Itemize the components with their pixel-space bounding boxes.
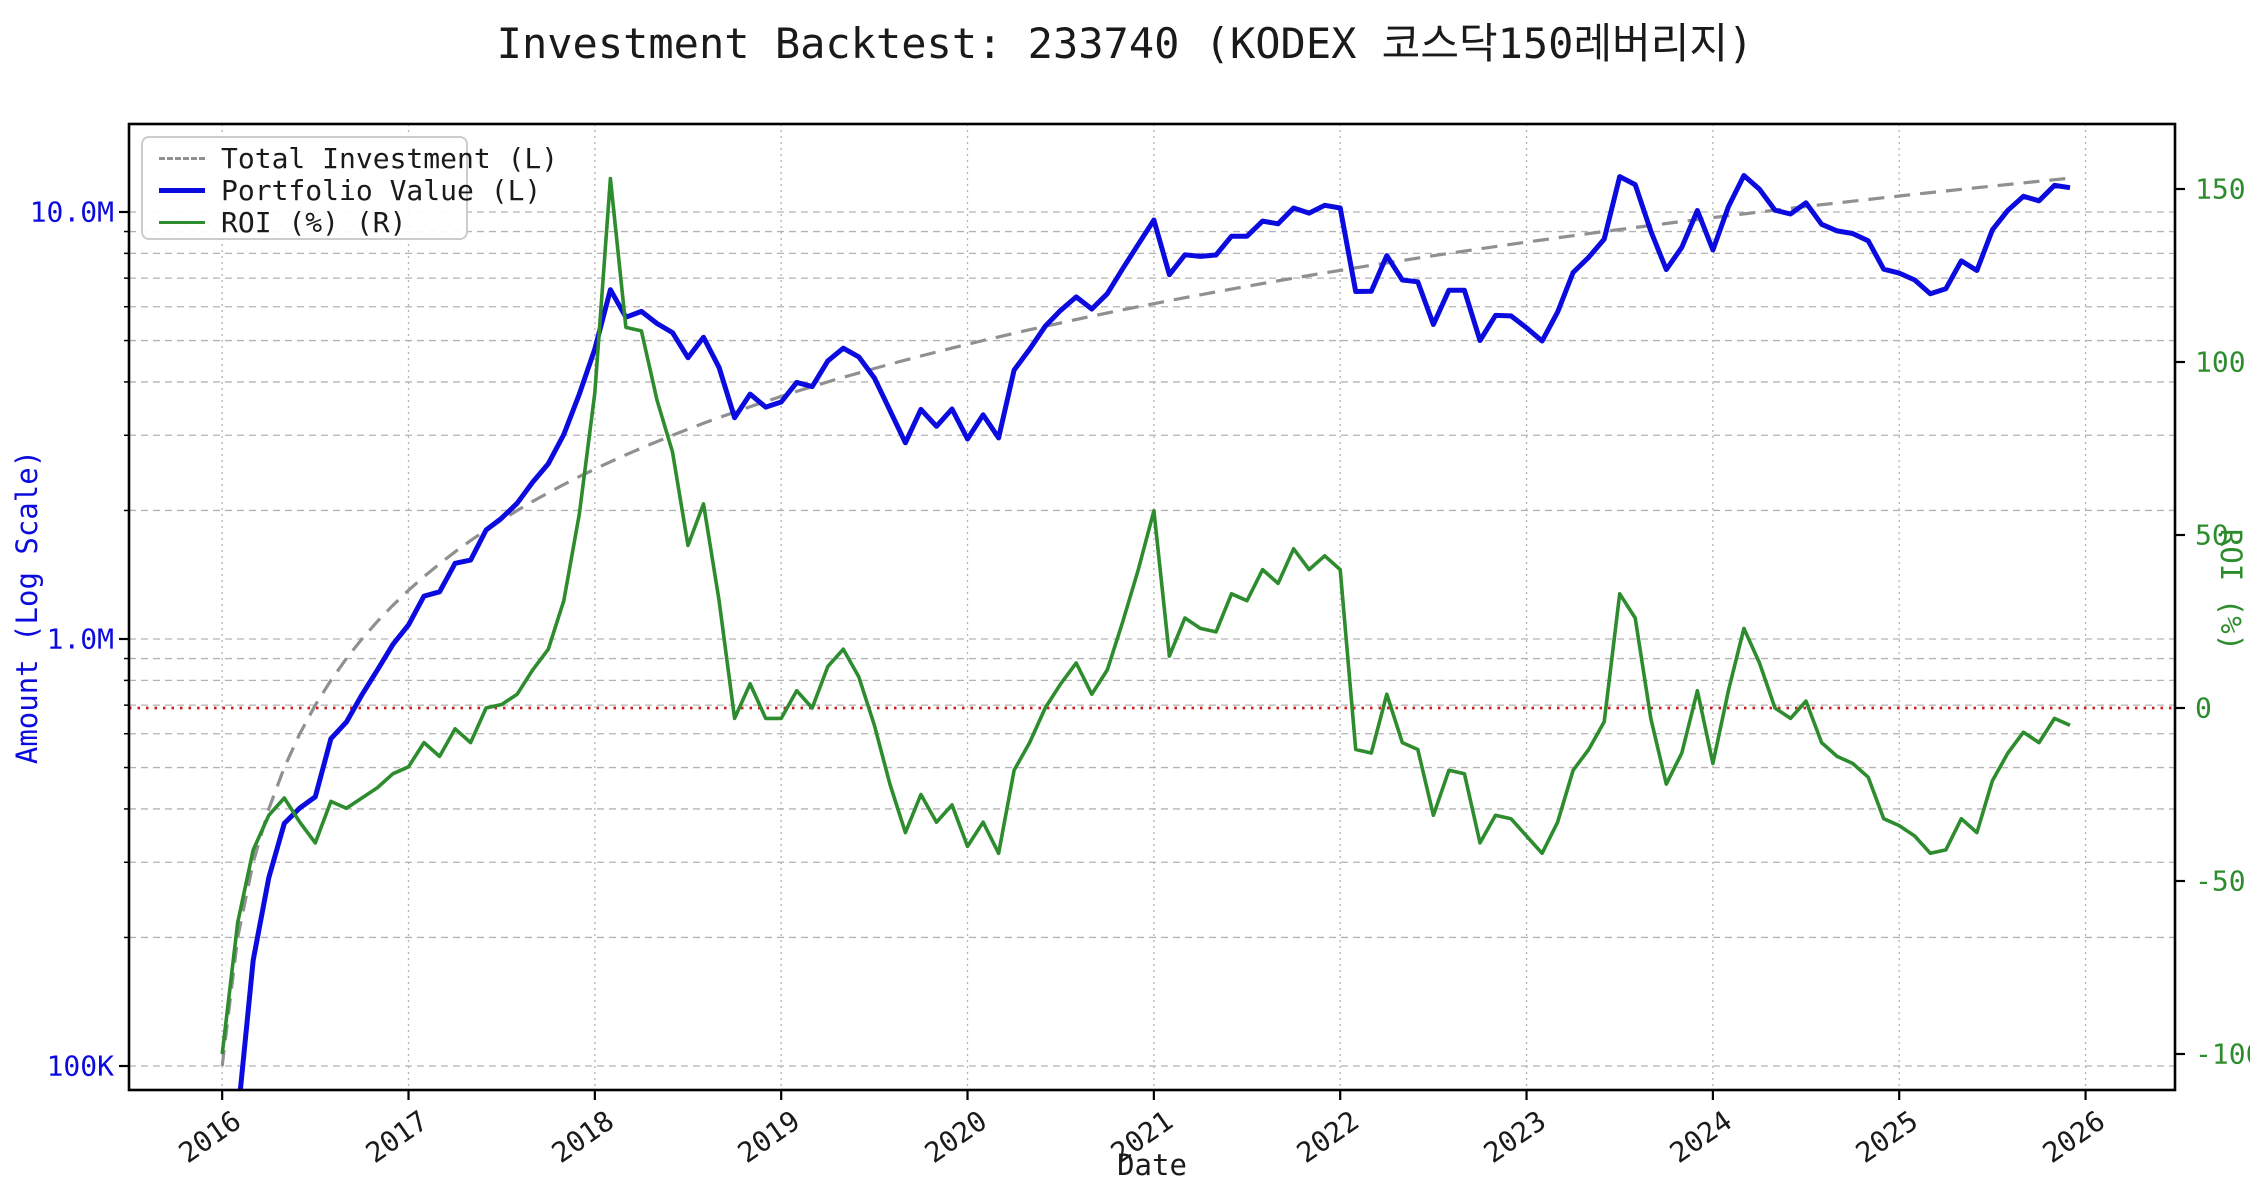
legend: Total Investment (L) Portfolio Value (L)… [141,136,558,240]
legend-item-total-investment: Total Investment (L) [159,142,558,175]
gridlines [129,124,2175,1090]
right-axis-tick-label: 50 [2195,518,2229,552]
legend-label: Total Investment (L) [221,141,559,175]
tick-marks [119,187,2185,1100]
plot-border [127,122,2177,1092]
legend-line-sample-portfolio [159,187,205,193]
legend-label: ROI (%) (R) [221,205,407,239]
legend-label: Portfolio Value (L) [221,173,542,207]
legend-line-sample-investment [159,156,205,160]
right-axis-tick-label: -100 [2195,1037,2250,1071]
portfolio-value-line [237,173,2071,1090]
right-axis-tick-label: 0 [2195,691,2212,725]
right-axis-label: ROI (%) [2214,528,2248,652]
legend-item-portfolio-value: Portfolio Value (L) [159,174,541,207]
right-axis-tick-label: 150 [2195,172,2246,206]
left-axis-label: Amount (Log Scale) [10,449,44,765]
chart-title: Investment Backtest: 233740 (KODEX 코스닥15… [496,19,1754,68]
left-axis-tick-label: 10.0M [29,195,114,229]
right-axis-tick-label: 100 [2195,345,2246,379]
roi-line [220,176,2071,1055]
x-axis-label: Date [1117,1148,1187,1182]
left-axis-tick-label: 1.0M [46,622,114,656]
left-axis-tick-label: 100K [46,1049,114,1083]
legend-line-sample-roi [159,220,205,224]
right-axis-tick-label: -50 [2195,864,2246,898]
legend-item-roi: ROI (%) (R) [159,205,450,239]
